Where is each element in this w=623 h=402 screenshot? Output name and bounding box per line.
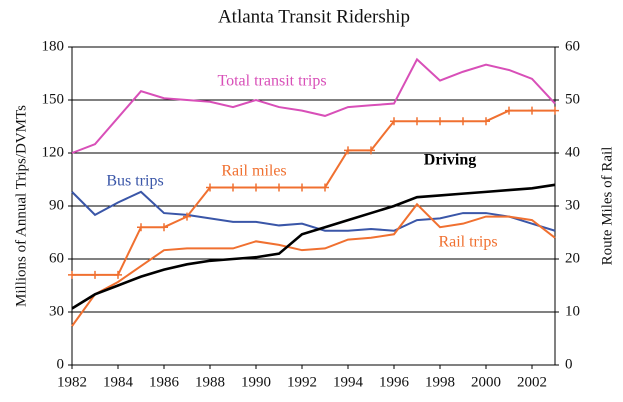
marker (321, 183, 329, 192)
x-tick-label: 1998 (425, 374, 455, 390)
y-tick-label: 90 (49, 197, 64, 213)
x-tick-label: 1988 (195, 374, 225, 390)
series-line (71, 57, 556, 154)
series-line (71, 190, 556, 232)
marker (183, 212, 191, 221)
series-label: Driving (424, 152, 476, 169)
y-tick-label: 30 (49, 303, 64, 319)
marker (160, 223, 168, 232)
y2-tick-label: 30 (565, 197, 580, 213)
y2-tick-label: 10 (565, 303, 580, 319)
marker (367, 146, 375, 155)
marker (482, 117, 490, 126)
series-label: Bus trips (106, 173, 163, 190)
x-tick-label: 2002 (517, 374, 547, 390)
marker (551, 106, 559, 115)
series-label: Rail trips (438, 234, 497, 251)
y2-axis-label: Route Miles of Rail (599, 147, 615, 266)
y-tick-label: 180 (42, 38, 65, 54)
x-tick-label: 2000 (471, 374, 501, 390)
y2-tick-label: 60 (565, 38, 580, 54)
marker (91, 270, 99, 279)
series-line (71, 202, 556, 327)
marker (344, 146, 352, 155)
y-tick-label: 60 (49, 250, 64, 266)
x-tick-label: 1982 (57, 374, 87, 390)
marker (436, 117, 444, 126)
series-line (71, 183, 556, 310)
marker (413, 117, 421, 126)
marker (298, 183, 306, 192)
y-tick-label: 120 (42, 144, 65, 160)
y-tick-label: 150 (42, 91, 65, 107)
marker (528, 106, 536, 115)
chart-title: Atlanta Transit Ridership (218, 6, 410, 27)
y-tick-label: 0 (57, 356, 65, 372)
marker (390, 117, 398, 126)
marker (275, 183, 283, 192)
marker (252, 183, 260, 192)
series-label: Total transit trips (217, 73, 326, 90)
marker (114, 270, 122, 279)
y2-tick-label: 0 (565, 356, 573, 372)
y2-tick-label: 40 (565, 144, 580, 160)
marker (505, 106, 513, 115)
x-tick-label: 1986 (149, 374, 180, 390)
x-tick-label: 1992 (287, 374, 317, 390)
y-axis-label: Millions of Annual Trips/DVMTs (13, 105, 29, 307)
series-line (72, 109, 555, 276)
x-tick-label: 1994 (333, 374, 364, 390)
y2-tick-label: 20 (565, 250, 580, 266)
series-label: Rail miles (221, 163, 286, 180)
marker (137, 223, 145, 232)
x-tick-label: 1990 (241, 374, 271, 390)
y2-tick-label: 50 (565, 91, 580, 107)
x-tick-label: 1984 (103, 374, 134, 390)
marker (229, 183, 237, 192)
marker (68, 270, 76, 279)
marker (459, 117, 467, 126)
marker (206, 183, 214, 192)
x-tick-label: 1996 (379, 374, 410, 390)
